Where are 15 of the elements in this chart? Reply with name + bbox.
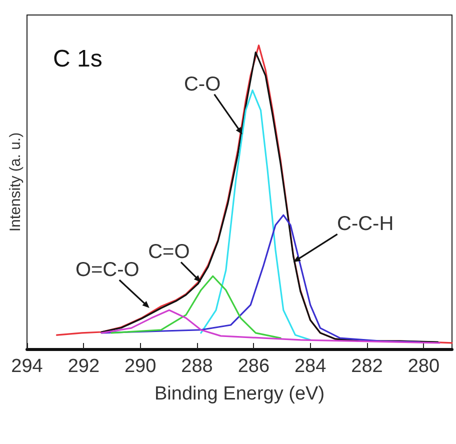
x-tick-label: 290 [124,356,156,377]
x-tick-label: 294 [11,356,44,377]
annotation: C-C-H [337,213,394,236]
x-tick-label: 282 [351,356,383,377]
y-axis-title: Intensity (a. u.) [7,132,24,232]
chart-title: C 1s [53,46,102,72]
x-tick-label: 292 [68,356,100,377]
x-axis-title: Binding Energy (eV) [154,383,325,404]
x-tick-label: 280 [408,356,440,377]
annotation: O=C-O [75,259,140,282]
annotation: C-O [184,73,221,96]
x-tick-label: 284 [294,356,327,377]
x-tick-label: 286 [238,356,270,377]
annotation: C=O [148,241,190,264]
x-tick-label: 288 [181,356,213,377]
